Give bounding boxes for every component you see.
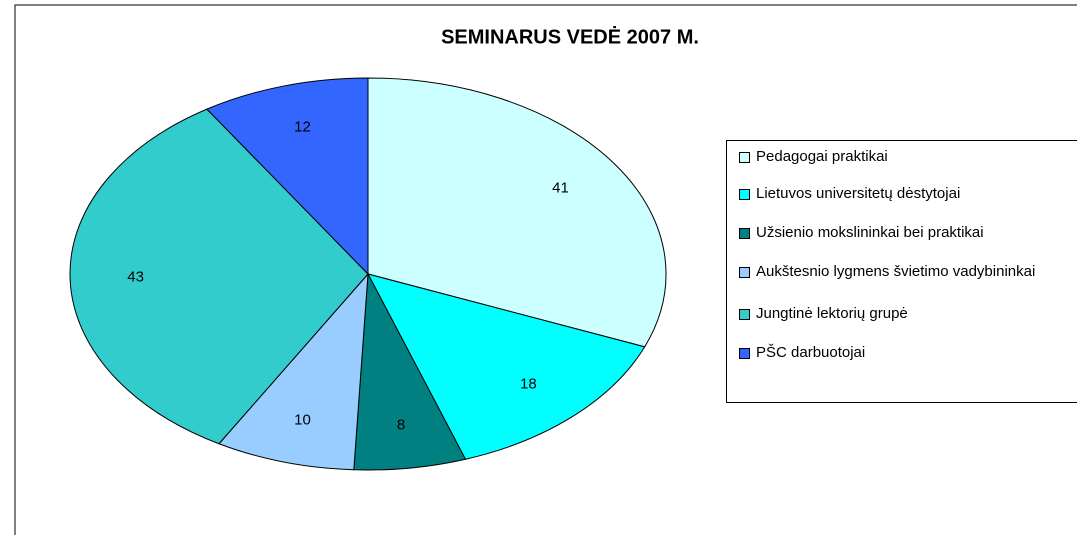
legend-swatch bbox=[739, 309, 750, 320]
pie-slice bbox=[367, 77, 667, 348]
data-label: 12 bbox=[294, 118, 311, 135]
legend-item: Lietuvos universitetų dėstytojai bbox=[739, 186, 1074, 202]
legend-item: PŠC darbuotojai bbox=[739, 345, 1074, 361]
legend-swatch bbox=[739, 267, 750, 278]
legend-label: Pedagogai praktikai bbox=[756, 148, 888, 165]
data-label: 8 bbox=[397, 416, 405, 433]
legend-item: Pedagogai praktikai bbox=[739, 149, 1074, 165]
pie-slice bbox=[69, 108, 369, 445]
legend-item: Užsienio mokslininkai bei praktikai bbox=[739, 225, 1074, 241]
legend-label: PŠC darbuotojai bbox=[756, 344, 866, 361]
pie-slice bbox=[367, 273, 646, 460]
legend-swatch bbox=[739, 152, 750, 163]
pie-slice bbox=[218, 272, 369, 471]
data-label: 10 bbox=[294, 412, 311, 429]
legend-item: Jungtinė lektorių grupė bbox=[739, 306, 1074, 322]
legend: Pedagogai praktikai Lietuvos universitetų… bbox=[726, 140, 1077, 403]
legend-item: Aukštesnio lygmens švietimo vadybininkai bbox=[739, 264, 1074, 280]
legend-swatch bbox=[739, 228, 750, 239]
chart-title: SEMINARUS VEDĖ 2007 M. bbox=[441, 25, 699, 48]
legend-swatch bbox=[739, 348, 750, 359]
legend-label: Jungtinė lektorių grupė bbox=[756, 305, 908, 322]
legend-label: Aukštesnio lygmens švietimo vadybininkai bbox=[756, 263, 1036, 280]
pie-slice bbox=[206, 77, 369, 276]
data-label: 18 bbox=[520, 376, 537, 393]
data-label: 43 bbox=[127, 269, 144, 286]
legend-label: Lietuvos universitetų dėstytojai bbox=[756, 185, 961, 202]
data-label: 41 bbox=[552, 179, 569, 196]
legend-label: Užsienio mokslininkai bei praktikai bbox=[756, 224, 984, 241]
legend-swatch bbox=[739, 189, 750, 200]
